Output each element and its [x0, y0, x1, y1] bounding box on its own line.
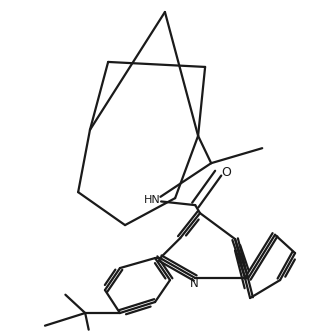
Text: N: N — [190, 276, 199, 290]
Text: HN: HN — [144, 195, 160, 205]
Text: O: O — [221, 166, 231, 179]
